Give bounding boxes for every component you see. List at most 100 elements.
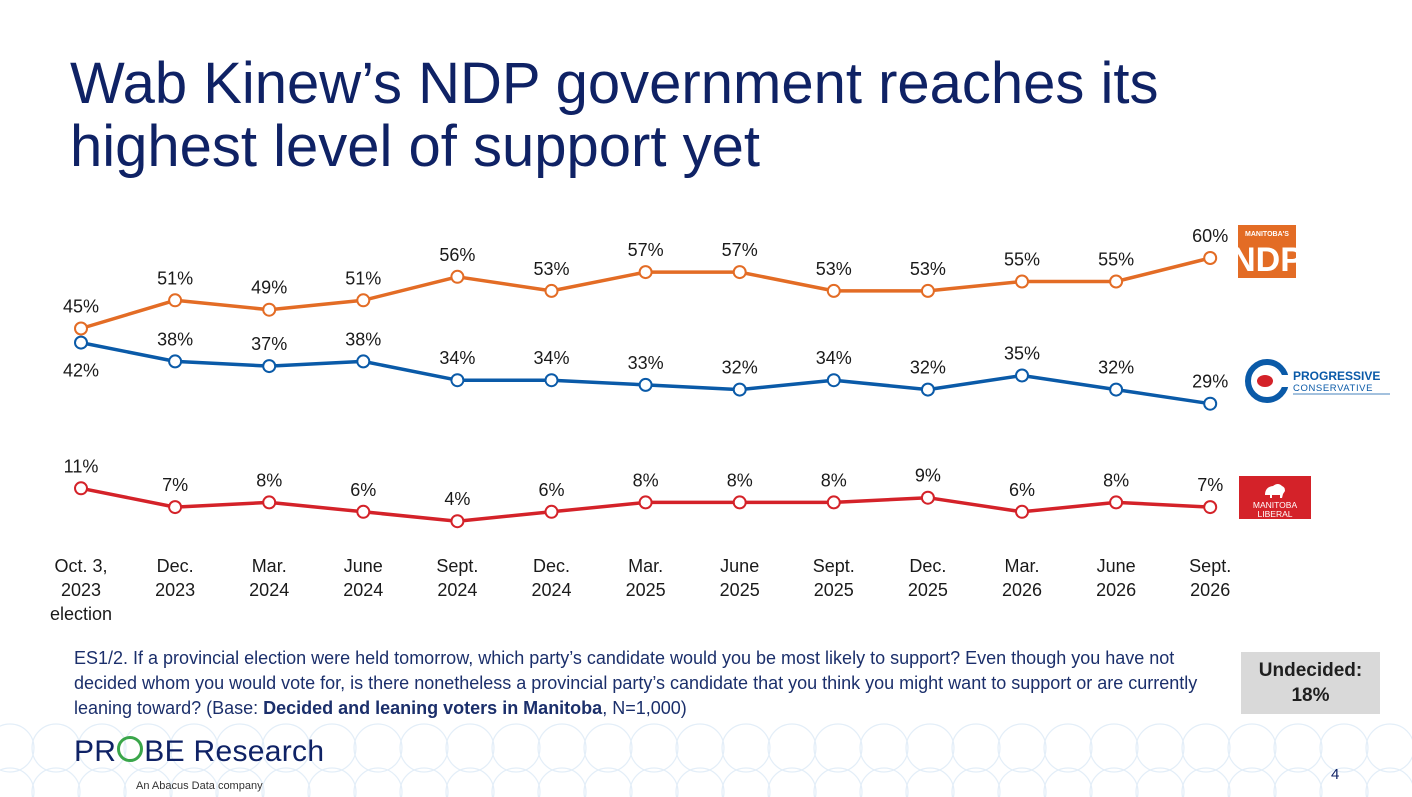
lib-data-label: 8%	[256, 470, 282, 490]
background-circle	[353, 723, 403, 773]
ndp-data-label: 45%	[63, 297, 99, 317]
pc-data-point	[74, 335, 88, 350]
lib-data-label: 9%	[915, 466, 941, 486]
ndp-series: 45% 51% 49% 51% 56% 53% 57% 57% 53% 53% 55% 55% 60%	[63, 226, 1228, 336]
background-circle	[215, 767, 265, 797]
bison-icon	[1265, 484, 1285, 498]
ndp-data-point	[732, 265, 747, 280]
ndp-logo-box	[1238, 225, 1296, 278]
ndp-data-label: 53%	[910, 259, 946, 279]
x-tick-label: Mar. 2025	[626, 556, 666, 600]
pc-logo-line2: CONSERVATIVE	[1293, 383, 1373, 394]
pc-data-point	[544, 373, 559, 388]
undecided-value: 18%	[1291, 685, 1330, 706]
x-tick-label: Sept. 2025	[813, 556, 855, 600]
ndp-data-label: 60%	[1192, 226, 1228, 246]
background-circle	[307, 767, 357, 797]
background-circle	[399, 767, 449, 797]
page-number: 4	[1331, 766, 1340, 783]
ndp-data-point	[544, 283, 559, 298]
ndp-data-point	[356, 293, 371, 308]
liberal-logo-line2: LIBERAL	[1258, 509, 1293, 519]
lib-data-label: 8%	[821, 470, 847, 490]
ndp-data-point	[1015, 274, 1029, 289]
background-circle	[951, 767, 1001, 797]
ndp-data-point	[920, 283, 935, 298]
pc-data-point	[1109, 382, 1124, 397]
lib-series: 11% 7% 8% 6% 4% 6% 8% 8% 8% 9% 6% 8% 7%	[64, 456, 1223, 529]
background-circle	[1135, 767, 1185, 797]
background-circle	[353, 767, 403, 797]
background-circle	[767, 723, 817, 773]
background-circle	[215, 723, 265, 773]
lib-data-label: 11%	[64, 456, 99, 476]
x-tick-label: Dec. 2023	[155, 556, 195, 600]
bison-icon	[1257, 375, 1273, 387]
background-circle	[491, 767, 541, 797]
background-circle	[307, 723, 357, 773]
lib-data-point	[1203, 500, 1218, 515]
background-circle	[721, 723, 771, 773]
lib-data-label: 7%	[162, 475, 188, 495]
ndp-data-label: 51%	[157, 268, 193, 288]
lib-data-point	[1109, 495, 1124, 510]
footer-tagline: An Abacus Data company	[136, 780, 263, 792]
lib-data-point	[262, 495, 277, 510]
background-circle	[1273, 767, 1323, 797]
background-circle	[1365, 767, 1412, 797]
ndp-data-label: 57%	[722, 240, 758, 260]
lib-data-label: 6%	[350, 480, 376, 500]
background-circle	[1319, 723, 1369, 773]
background-circle	[721, 767, 771, 797]
background-circle	[123, 767, 173, 797]
background-circle	[813, 723, 863, 773]
x-tick-label: Sept. 2024	[436, 556, 478, 600]
background-circle	[583, 767, 633, 797]
pc-data-point	[168, 354, 183, 369]
background-circle	[399, 723, 449, 773]
background-circle	[77, 767, 127, 797]
probe-research-logo: PR BE Research	[74, 735, 325, 768]
lib-data-point	[450, 514, 465, 529]
x-tick-label: Mar. 2024	[249, 556, 289, 600]
ndp-data-label: 56%	[439, 245, 475, 265]
background-circle	[1089, 767, 1139, 797]
background-circle	[1181, 723, 1231, 773]
background-circle	[445, 767, 495, 797]
x-tick-label: Mar. 2026	[1002, 556, 1042, 600]
pc-series: 42% 38% 37% 38% 34% 34% 33% 32% 34% 32% 35% 32% 29%	[63, 329, 1228, 411]
lib-data-point	[638, 495, 653, 510]
background-circle	[0, 767, 35, 797]
ndp-data-label: 55%	[1004, 250, 1040, 270]
background-circle	[1043, 767, 1093, 797]
pc-data-label: 34%	[816, 348, 852, 368]
question-footnote: ES1/2. If a provincial election were hel…	[74, 648, 1198, 718]
ndp-data-point	[168, 293, 183, 308]
pc-data-label: 32%	[722, 358, 758, 378]
pc-data-point	[732, 382, 747, 397]
background-circle	[997, 767, 1047, 797]
background-circle	[859, 723, 909, 773]
x-tick-label: June 2025	[720, 556, 760, 600]
lib-data-point	[168, 500, 183, 515]
lib-data-label: 7%	[1197, 475, 1223, 495]
pc-logo-line1: PROGRESSIVE	[1293, 369, 1380, 383]
ndp-data-point	[74, 321, 88, 336]
ndp-data-point	[826, 283, 841, 298]
pc-data-point	[920, 382, 935, 397]
pc-data-label: 38%	[157, 329, 193, 349]
background-circle	[675, 767, 725, 797]
background-circle	[1135, 723, 1185, 773]
undecided-box: Undecided: 18%	[1241, 652, 1380, 714]
pc-data-point	[638, 377, 653, 392]
background-circle	[997, 723, 1047, 773]
pc-data-label: 38%	[345, 329, 381, 349]
ndp-data-point	[262, 302, 277, 317]
background-circle	[905, 767, 955, 797]
background-circle	[1227, 767, 1277, 797]
background-circle	[951, 723, 1001, 773]
ndp-data-label: 57%	[628, 240, 664, 260]
pc-data-label: 34%	[439, 348, 475, 368]
background-circle	[169, 723, 219, 773]
